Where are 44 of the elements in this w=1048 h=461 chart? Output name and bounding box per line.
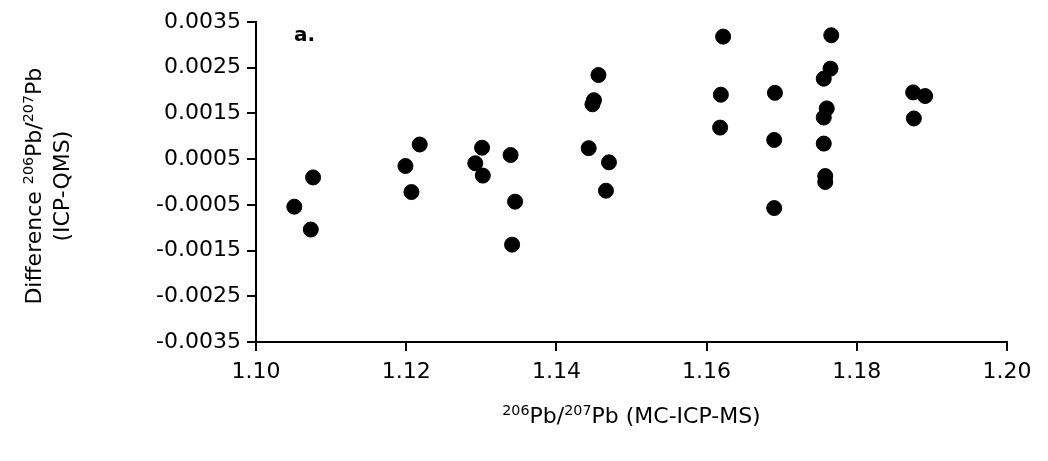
point: [305, 169, 322, 186]
point: [474, 167, 491, 184]
x-tick-label: 1.10: [231, 357, 281, 383]
point: [715, 28, 732, 45]
point: [286, 198, 303, 215]
point: [507, 193, 524, 210]
x-tick-label: 1.12: [381, 357, 431, 383]
point: [815, 135, 832, 152]
point: [815, 70, 832, 87]
point: [712, 86, 729, 103]
point: [766, 200, 783, 217]
annotation: a.: [294, 22, 316, 47]
point: [467, 155, 484, 172]
x-tick-label: 1.16: [682, 357, 732, 383]
point: [502, 147, 519, 164]
x-tick-label: 1.18: [832, 357, 882, 383]
x-axis-title: $^{206}$Pb/$^{207}$Pb (MC-ICP-MS): [501, 402, 762, 429]
point: [474, 139, 491, 156]
x-tick-label: 1.14: [531, 357, 581, 383]
y-tick-label: 0.0015: [164, 99, 241, 125]
point: [397, 158, 414, 174]
point: [712, 119, 729, 136]
point: [905, 110, 922, 127]
point: [580, 140, 597, 157]
point: [815, 109, 832, 126]
point: [766, 131, 783, 148]
x-tick-label: 1.20: [982, 357, 1032, 383]
y-tick-label: -0.0015: [156, 236, 241, 262]
y-tick-label: -0.0035: [156, 327, 241, 353]
point: [917, 88, 934, 105]
point: [766, 84, 783, 101]
point: [823, 27, 840, 44]
point: [597, 182, 614, 199]
y-tick-label: -0.0005: [156, 190, 241, 216]
y-tick-label: 0.0005: [164, 144, 241, 170]
y-tick-label: 0.0035: [164, 7, 241, 33]
point: [302, 221, 319, 238]
point: [600, 154, 617, 171]
point: [403, 184, 420, 201]
point: [411, 136, 428, 153]
point: [504, 236, 521, 253]
y-tick-label: 0.0025: [164, 53, 241, 79]
point: [590, 67, 607, 84]
y-tick-label: -0.0025: [156, 282, 241, 307]
